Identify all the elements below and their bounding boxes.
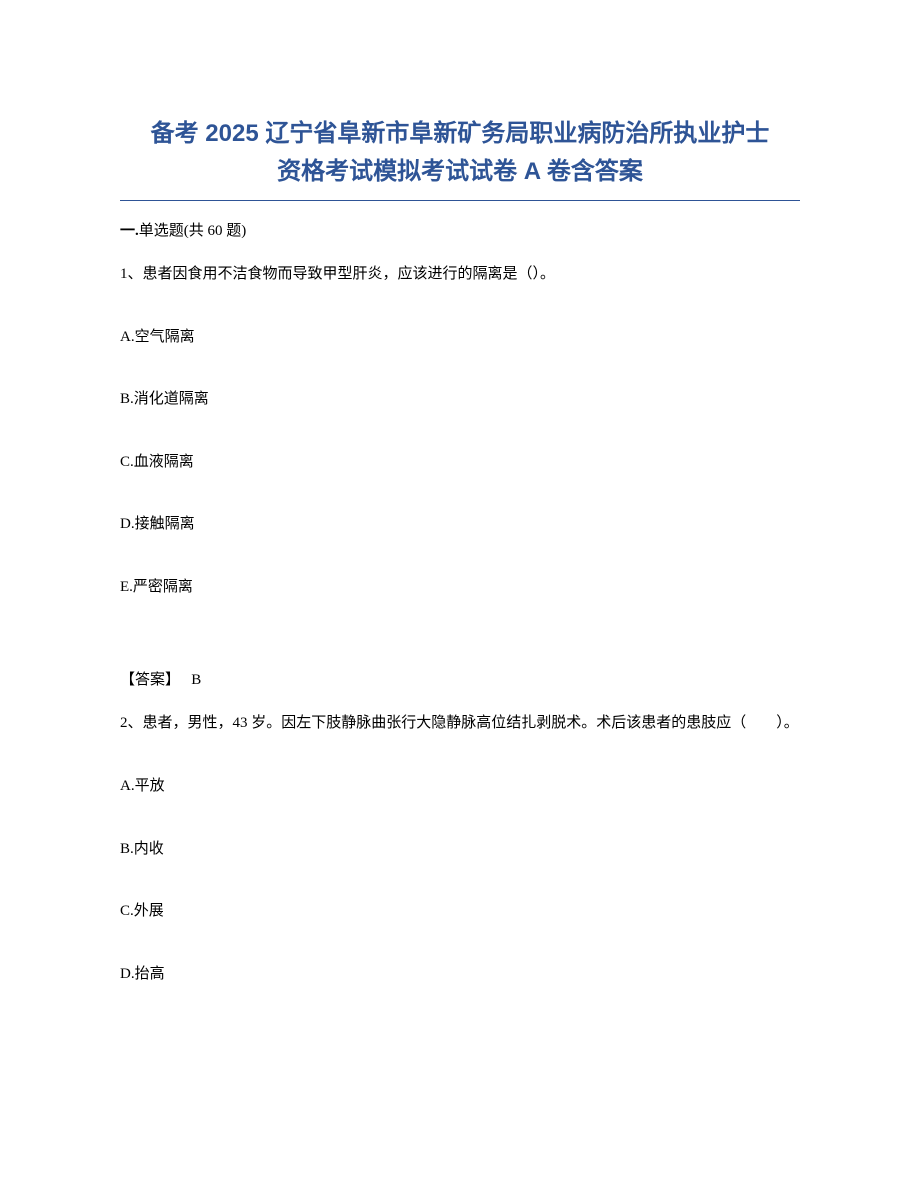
- answer-value: B: [191, 672, 201, 688]
- section-heading: 一.单选题(共 60 题): [120, 219, 800, 240]
- question-2-option-a: A.平放: [120, 775, 800, 798]
- question-2-stem: 2、患者，男性，43 岁。因左下肢静脉曲张行大隐静脉高位结扎剥脱术。术后该患者的…: [120, 711, 800, 735]
- answer-label: 【答案】: [120, 672, 180, 688]
- question-2-option-b: B.内收: [120, 838, 800, 861]
- question-1-text: 1、患者因食用不洁食物而导致甲型肝炎，应该进行的隔离是（）。: [120, 266, 555, 282]
- exam-page: 备考 2025 辽宁省阜新市阜新矿务局职业病防治所执业护士 资格考试模拟考试试卷…: [0, 0, 920, 1045]
- question-1-option-a: A.空气隔离: [120, 326, 800, 349]
- question-1-option-d: D.接触隔离: [120, 513, 800, 536]
- question-1-stem: 1、患者因食用不洁食物而导致甲型肝炎，应该进行的隔离是（）。: [120, 262, 800, 286]
- title-underline: [120, 200, 800, 201]
- question-2-option-d: D.抬高: [120, 963, 800, 986]
- question-2-text: 2、患者，男性，43 岁。因左下肢静脉曲张行大隐静脉高位结扎剥脱术。术后该患者的…: [120, 715, 799, 731]
- question-1-option-e: E.严密隔离: [120, 576, 800, 599]
- section-prefix: 一.: [120, 223, 139, 239]
- question-1-option-b: B.消化道隔离: [120, 388, 800, 411]
- question-1-answer: 【答案】 B: [120, 668, 800, 689]
- section-text: 单选题(共 60 题): [139, 223, 247, 239]
- question-1-option-c: C.血液隔离: [120, 451, 800, 474]
- title-line-1: 备考 2025 辽宁省阜新市阜新矿务局职业病防治所执业护士: [151, 120, 770, 147]
- title-line-2: 资格考试模拟考试试卷 A 卷含答案: [277, 158, 643, 185]
- exam-title: 备考 2025 辽宁省阜新市阜新矿务局职业病防治所执业护士 资格考试模拟考试试卷…: [120, 115, 800, 192]
- question-2-option-c: C.外展: [120, 900, 800, 923]
